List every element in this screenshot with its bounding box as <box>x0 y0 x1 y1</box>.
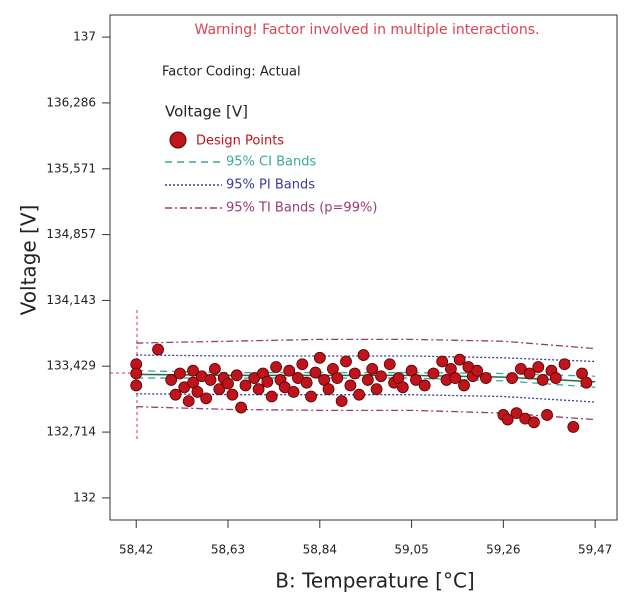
design-point <box>287 386 300 398</box>
band-upper <box>136 338 596 350</box>
design-point <box>313 351 326 364</box>
design-point <box>270 361 282 373</box>
design-point <box>348 367 361 380</box>
design-point <box>366 362 379 375</box>
design-point <box>182 395 195 408</box>
y-tick-label: 132 <box>73 490 96 504</box>
design-point <box>226 388 239 401</box>
design-point <box>501 413 514 426</box>
design-point <box>130 379 143 392</box>
design-point <box>322 383 335 396</box>
legend-marker <box>169 131 187 149</box>
design-point <box>410 374 422 386</box>
design-point <box>471 364 484 377</box>
legend-label: 95% CI Bands <box>226 155 316 170</box>
design-point <box>396 381 409 394</box>
design-point <box>261 375 274 388</box>
design-point <box>296 358 309 371</box>
design-point <box>331 372 344 384</box>
design-point <box>427 367 440 380</box>
warning: Warning! Factor involved in multiple int… <box>195 22 540 38</box>
band-lower <box>136 406 596 421</box>
design-point <box>187 364 199 377</box>
design-point <box>340 355 352 368</box>
design-point <box>252 383 265 396</box>
y-axis-title: Voltage [V] <box>17 205 41 316</box>
design-point <box>235 401 248 414</box>
x-tick-label: 58,42 <box>119 543 153 557</box>
design-point <box>418 379 431 392</box>
x-tick-label: 58,63 <box>211 543 245 557</box>
design-point <box>174 367 186 380</box>
design-point <box>449 372 462 384</box>
design-point <box>169 388 182 401</box>
band-lower <box>136 393 596 403</box>
design-point <box>510 407 523 420</box>
design-point <box>309 366 322 379</box>
design-point <box>383 358 396 371</box>
design-point <box>305 390 317 403</box>
y-tick-label: 133,429 <box>46 359 96 373</box>
design-point <box>580 376 593 389</box>
design-point <box>558 358 571 371</box>
design-point <box>532 361 545 373</box>
y-tick-label: 132,714 <box>46 425 96 439</box>
design-point <box>541 409 553 421</box>
plot-frame <box>109 14 618 521</box>
design-point <box>208 362 221 375</box>
design-point <box>130 367 143 380</box>
y-tick-label: 137 <box>73 30 96 44</box>
design-point <box>375 370 387 383</box>
x-tick-label: 59,47 <box>578 543 612 557</box>
design-point <box>344 379 357 392</box>
x-tick-label: 59,05 <box>394 543 428 557</box>
design-point <box>361 374 374 386</box>
y-tick-label: 134,857 <box>46 227 96 241</box>
design-point <box>567 421 580 433</box>
y-tick-label: 136,286 <box>46 95 96 109</box>
design-point <box>436 355 449 368</box>
design-point <box>528 416 540 429</box>
design-point <box>458 379 470 392</box>
design-point <box>204 374 217 386</box>
x-axis-title: B: Temperature [°C] <box>275 569 474 593</box>
design-point <box>353 388 366 401</box>
legend-label: 95% PI Bands <box>226 178 315 193</box>
factor-coding: Factor Coding: Actual <box>162 65 301 80</box>
design-point <box>506 372 519 384</box>
design-point <box>453 353 466 366</box>
design-point <box>370 383 383 396</box>
design-point <box>165 374 178 386</box>
y-tick-label: 134,143 <box>46 293 96 307</box>
design-point <box>479 372 492 384</box>
design-point <box>230 369 243 382</box>
design-point <box>191 386 204 398</box>
legend-title: Voltage [V] <box>165 103 248 121</box>
design-point <box>335 395 348 408</box>
design-point <box>523 367 536 380</box>
x-tick-label: 58,84 <box>303 543 337 557</box>
design-point <box>213 383 226 396</box>
design-point <box>283 364 296 377</box>
y-tick-label: 135,571 <box>46 161 96 175</box>
design-point <box>200 392 213 405</box>
design-point <box>549 372 562 384</box>
x-tick-label: 59,26 <box>486 543 520 557</box>
design-point <box>152 343 164 356</box>
design-point <box>222 377 234 390</box>
legend-label: Design Points <box>196 134 284 149</box>
design-point <box>357 349 370 361</box>
design-point <box>265 390 278 403</box>
legend-label: 95% TI Bands (p=99%) <box>226 201 377 216</box>
design-point <box>536 374 549 386</box>
design-point <box>239 379 252 392</box>
design-point <box>300 376 313 389</box>
